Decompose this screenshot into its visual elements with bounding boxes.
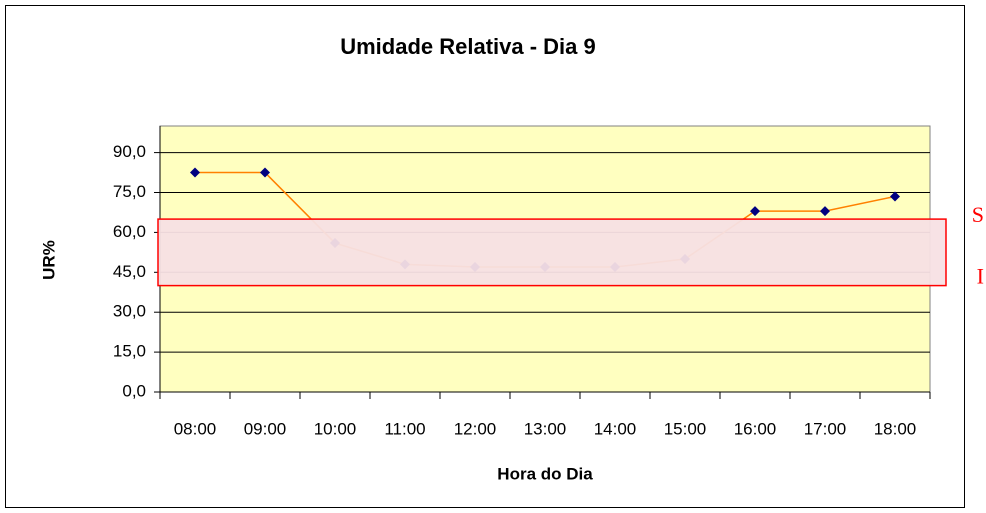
x-tick-label: 11:00 bbox=[384, 419, 425, 438]
y-tick-label: 45,0 bbox=[113, 262, 146, 281]
x-tick-label: 16:00 bbox=[734, 419, 777, 438]
x-tick-label: 08:00 bbox=[174, 419, 217, 438]
data-marker bbox=[750, 206, 760, 217]
x-tick-label: 10:00 bbox=[314, 419, 357, 438]
data-marker bbox=[890, 191, 900, 202]
limit-band bbox=[157, 218, 947, 287]
x-tick-label: 15:00 bbox=[664, 419, 707, 438]
y-tick-label: 0,0 bbox=[122, 381, 146, 400]
data-marker bbox=[820, 206, 830, 217]
data-marker bbox=[260, 167, 270, 178]
y-tick-label: 30,0 bbox=[113, 302, 146, 321]
x-tick-label: 09:00 bbox=[244, 419, 287, 438]
x-tick-label: 14:00 bbox=[594, 419, 637, 438]
chart-title: Umidade Relativa - Dia 9 bbox=[340, 34, 596, 59]
y-tick-label: 90,0 bbox=[113, 142, 146, 161]
y-axis-label: UR% bbox=[39, 240, 58, 280]
y-tick-label: 75,0 bbox=[113, 182, 146, 201]
x-tick-label: 18:00 bbox=[874, 419, 917, 438]
x-tick-label: 17:00 bbox=[804, 419, 847, 438]
x-tick-label: 12:00 bbox=[454, 419, 497, 438]
x-axis-label: Hora do Dia bbox=[497, 464, 593, 483]
limit-label: I bbox=[977, 264, 984, 289]
y-tick-label: 60,0 bbox=[113, 222, 146, 241]
x-tick-label: 13:00 bbox=[524, 419, 567, 438]
y-tick-label: 15,0 bbox=[113, 342, 146, 361]
data-marker bbox=[190, 167, 200, 178]
limit-label: S bbox=[972, 202, 984, 227]
